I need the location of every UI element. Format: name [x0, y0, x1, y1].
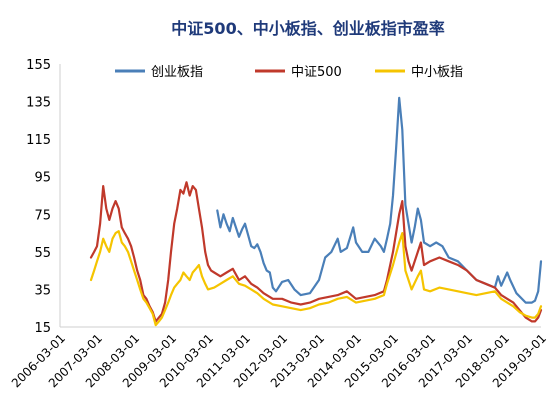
y-tick-label: 95: [34, 171, 51, 186]
x-axis: 2006-03-012007-03-012008-03-012009-03-01…: [9, 326, 549, 390]
legend-label-1: 中证500: [291, 65, 342, 80]
y-tick-label: 155: [26, 58, 51, 73]
series-line-0: [216, 96, 543, 304]
series-line-1: [89, 181, 543, 323]
y-tick-label: 55: [34, 246, 51, 261]
chart-legend: 创业板指 中证500 中小板指: [115, 65, 463, 80]
legend-label-2: 中小板指: [411, 65, 463, 80]
y-axis: 15 35 55 75 95 115 135 155: [26, 58, 61, 336]
series-line-2: [89, 230, 543, 327]
y-tick-label: 35: [34, 283, 51, 298]
y-tick-label: 115: [26, 133, 51, 148]
legend-label-0: 创业板指: [151, 65, 203, 80]
y-tick-label: 15: [34, 321, 51, 336]
series-layer: [89, 96, 543, 327]
y-tick-label: 135: [26, 96, 51, 111]
y-tick-label: 75: [34, 208, 51, 223]
chart-title: 中证500、中小板指、创业板指市盈率: [171, 19, 444, 38]
